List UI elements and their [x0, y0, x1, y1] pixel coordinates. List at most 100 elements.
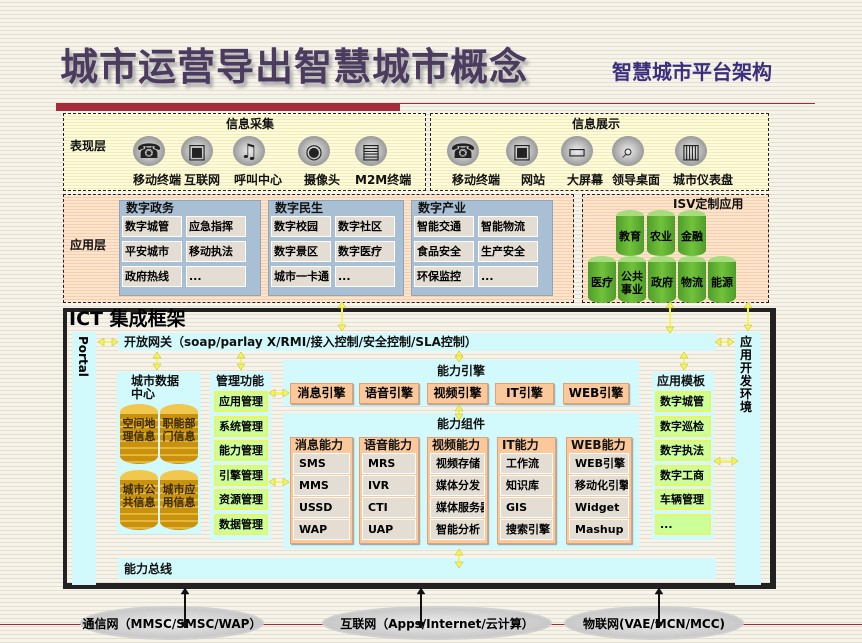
- template-item: 数字执法: [655, 440, 711, 461]
- open-gateway-label: 开放网关（soap/parlay X/RMI/接入控制/安全控制/SLA控制）: [124, 335, 477, 349]
- component-item: 媒体分发: [430, 475, 485, 496]
- component-group-title: WEB能力: [571, 438, 626, 452]
- components-title: 能力组件: [437, 417, 486, 431]
- portal-column: [72, 332, 96, 585]
- isv-cylinder: 公共事业: [618, 256, 646, 303]
- component-item: MRS: [362, 453, 416, 474]
- component-group-title: 语音能力: [364, 438, 413, 452]
- component-item: UAP: [362, 519, 416, 540]
- isv-cylinder: 政府: [648, 256, 676, 303]
- component-item: Mashup: [569, 519, 629, 540]
- title-accent-bar: [56, 103, 400, 111]
- management-item: 数据管理: [214, 513, 268, 535]
- app-item: 应急指挥: [186, 216, 246, 237]
- component-item: CTI: [362, 497, 416, 518]
- template-item: ...: [655, 513, 711, 535]
- component-item: SMS: [293, 453, 350, 474]
- isv-cylinder: 农业: [647, 210, 675, 256]
- component-item: GIS: [500, 497, 553, 518]
- component-item: 移动化引擎: [569, 475, 629, 496]
- app-item: 环保监控: [414, 266, 474, 287]
- management-item: 应用管理: [214, 391, 268, 412]
- app-item: ...: [335, 266, 395, 287]
- application-layer-label: 应用层: [70, 238, 107, 252]
- app-item: 城市一卡通: [271, 266, 331, 287]
- internet-cloud: 互联网（Apps/Internet/云计算）: [324, 608, 550, 638]
- component-group-title: 消息能力: [295, 438, 344, 452]
- data-store-cylinder: 城市公共信息: [120, 470, 158, 530]
- iot-network-cloud: 物联网(VAE/MCN/MCC): [566, 608, 742, 638]
- info-collect-title: 信息采集: [226, 117, 275, 131]
- presentation-item-label: 城市仪表盘: [673, 173, 734, 187]
- dev-env-label: 应用开发环境: [740, 335, 753, 414]
- app-item: 平安城市: [122, 241, 182, 262]
- info-display-title: 信息展示: [572, 117, 621, 131]
- ict-title: ICT 集成框架: [69, 308, 186, 330]
- data-store-cylinder: 空间地理信息: [120, 404, 158, 464]
- management-item: 资源管理: [214, 489, 268, 510]
- isv-cylinder: 教育: [616, 210, 644, 256]
- isv-cylinder: 金融: [678, 210, 706, 256]
- templates-title: 应用模板: [657, 374, 706, 388]
- camera-icon: ◉: [298, 136, 330, 166]
- component-item: USSD: [293, 497, 350, 518]
- app-item: ...: [186, 266, 246, 287]
- component-group-title: IT能力: [502, 438, 539, 452]
- component-item: 视频存储: [430, 453, 485, 474]
- isv-cylinder: 能源: [708, 256, 736, 303]
- engine-box: IT引擎: [495, 383, 554, 404]
- internet-label: 互联网（Apps/Internet/云计算）: [340, 616, 534, 631]
- engine-title: 能力引擎: [437, 364, 486, 378]
- template-item: 车辆管理: [655, 489, 711, 510]
- presentation-item-label: 移动终端: [452, 173, 501, 187]
- presentation-item-label: 领导桌面: [612, 173, 661, 187]
- component-item: 搜索引擎: [500, 519, 553, 540]
- engine-box: 视频引擎: [427, 383, 488, 404]
- dev-env-column: [735, 332, 761, 585]
- isv-cylinder: 物流: [678, 256, 706, 303]
- open-gateway-bar: [118, 333, 716, 351]
- presentation-item-label: 大屏幕: [567, 173, 604, 187]
- presentation-item-label: 摄像头: [304, 173, 341, 187]
- app-item: 移动执法: [186, 241, 246, 262]
- presentation-item-label: 网站: [521, 173, 546, 187]
- capability-bus-bar: [118, 558, 716, 579]
- app-group-title: 数字民生: [275, 201, 324, 215]
- template-item: 数字巡检: [655, 415, 711, 437]
- engine-box: 语音引擎: [359, 383, 419, 404]
- data-center-title: 城市数据中心: [131, 374, 180, 401]
- management-item: 能力管理: [214, 440, 268, 461]
- capability-bus-label: 能力总线: [124, 562, 173, 576]
- presentation-item-label: M2M终端: [355, 173, 412, 187]
- template-item: 数字工商: [655, 464, 711, 486]
- management-item: 引擎管理: [214, 464, 268, 486]
- app-group-title: 数字产业: [418, 201, 467, 215]
- management-title: 管理功能: [216, 374, 265, 388]
- app-item: 智能物流: [478, 216, 538, 237]
- app-item: 生产安全: [478, 241, 538, 262]
- m2m-device-icon: ▤: [355, 136, 387, 166]
- app-item: 数字校园: [271, 216, 331, 237]
- ict-framework-frame: [63, 308, 776, 589]
- isv-title: ISV定制应用: [673, 197, 744, 211]
- component-group-title: 视频能力: [432, 438, 481, 452]
- title-accent-line: [400, 103, 815, 104]
- component-item: 智能分析: [430, 519, 485, 540]
- component-item: MMS: [293, 475, 350, 496]
- bar-chart-icon: ▥: [675, 136, 707, 166]
- app-item: 数字景区: [271, 241, 331, 262]
- presentation-item-label: 呼叫中心: [234, 173, 283, 187]
- page-title: 城市运营导出智慧城市概念: [60, 45, 529, 89]
- app-item: 数字城管: [122, 216, 182, 237]
- app-item: ...: [478, 266, 538, 287]
- data-store-cylinder: 职能部门信息: [160, 404, 198, 464]
- component-item: IVR: [362, 475, 416, 496]
- app-item: 食品安全: [414, 241, 474, 262]
- presentation-layer-label: 表现层: [70, 139, 107, 153]
- app-item: 政府热线: [122, 266, 182, 287]
- info-display-panel: [430, 113, 769, 191]
- data-store-cylinder: 城市应用信息: [160, 470, 198, 530]
- computer-icon: ▣: [506, 136, 538, 166]
- computer-icon: ▣: [181, 136, 213, 166]
- component-item: 知识库: [500, 475, 553, 496]
